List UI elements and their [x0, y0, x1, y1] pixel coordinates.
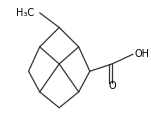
Text: O: O: [108, 81, 116, 91]
Text: OH: OH: [134, 49, 149, 59]
Text: H₃C: H₃C: [16, 8, 34, 18]
